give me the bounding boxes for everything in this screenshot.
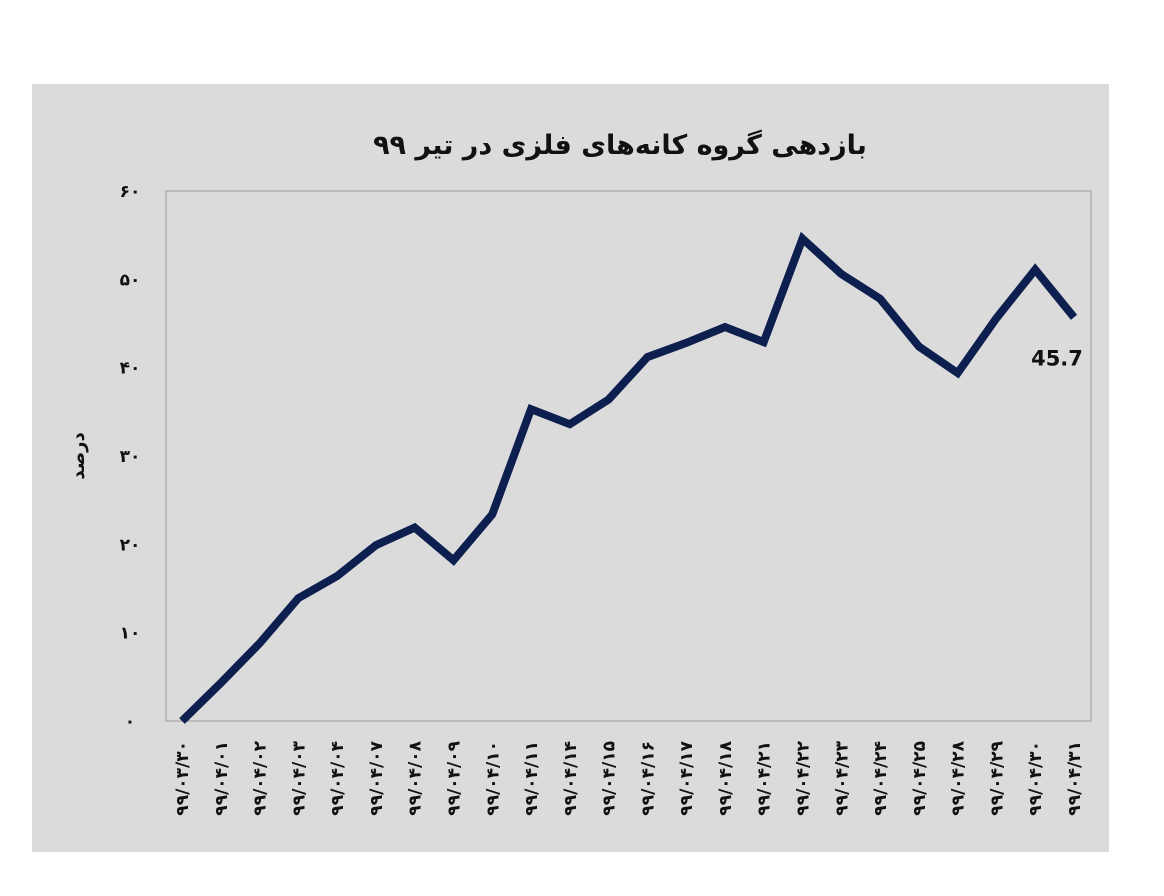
- x-tick-label: ۹۹/۰۴/۰۴: [328, 741, 348, 816]
- x-tick-label: ۹۹/۰۴/۰۲: [251, 740, 271, 815]
- x-tick-label: ۹۹/۰۴/۱۰: [483, 741, 503, 816]
- y-axis: ۰ ۱۰ ۲۰ ۳۰ ۴۰ ۵۰ ۶۰: [120, 182, 141, 732]
- x-tick-label: ۹۹/۰۴/۲۳: [832, 740, 852, 815]
- x-tick-label: ۹۹/۰۴/۲۴: [871, 741, 891, 816]
- x-tick-label: ۹۹/۰۴/۳۱: [1065, 741, 1085, 816]
- data-label-last: 45.7: [1031, 346, 1083, 370]
- plot-area: [165, 190, 1092, 722]
- series-points: [181, 238, 1075, 722]
- x-tick-label: ۹۹/۰۴/۳۰: [1026, 741, 1046, 816]
- chart-panel: بازدهی گروه کانه‌های فلزی در تیر ۹۹ ۰ ۱۰ ۲…: [32, 84, 1109, 852]
- x-axis: ۹۹/۰۳/۳۰ ۹۹/۰۴/۰۱ ۹۹/۰۴/۰۲ ۹۹/۰۴/۰۳ ۹۹/۰۴/۰۴…: [173, 740, 1085, 815]
- line-chart: بازدهی گروه کانه‌های فلزی در تیر ۹۹ ۰ ۱۰ ۲…: [68, 129, 1092, 816]
- x-tick-label: ۹۹/۰۴/۲۵: [910, 741, 930, 816]
- x-tick-label: ۹۹/۰۳/۳۰: [173, 741, 193, 816]
- x-tick-label: ۹۹/۰۴/۱۶: [638, 741, 658, 816]
- x-tick-label: ۹۹/۰۴/۰۱: [212, 741, 232, 816]
- y-tick-label: ۶۰: [120, 182, 141, 202]
- x-tick-label: ۹۹/۰۴/۱۴: [561, 741, 581, 816]
- series-line: [179, 231, 1078, 724]
- x-tick-label: ۹۹/۰۴/۲۲: [794, 740, 814, 815]
- y-tick-label: ۵۰: [120, 270, 141, 290]
- chart-title: بازدهی گروه کانه‌های فلزی در تیر ۹۹: [373, 129, 867, 161]
- x-tick-label: ۹۹/۰۴/۱۸: [716, 740, 736, 815]
- y-tick-label: ۳۰: [120, 447, 141, 467]
- x-tick-label: ۹۹/۰۴/۲۱: [755, 741, 775, 816]
- x-tick-label: ۹۹/۰۴/۱۱: [522, 741, 542, 816]
- x-tick-label: ۹۹/۰۴/۲۸: [949, 740, 969, 815]
- x-tick-label: ۹۹/۰۴/۰۳: [289, 740, 309, 815]
- x-tick-label: ۹۹/۰۴/۰۸: [406, 740, 426, 815]
- y-axis-label: درصد: [68, 432, 89, 479]
- y-tick-label: ۲۰: [120, 535, 141, 555]
- y-tick-label: ۱۰: [120, 624, 141, 644]
- x-tick-label: ۹۹/۰۴/۰۹: [444, 740, 464, 815]
- x-tick-label: ۹۹/۰۴/۱۵: [600, 741, 620, 816]
- x-tick-label: ۹۹/۰۴/۰۷: [367, 740, 387, 815]
- y-tick-label: ۰: [125, 712, 135, 732]
- x-tick-label: ۹۹/۰۴/۱۷: [677, 740, 697, 815]
- x-tick-label: ۹۹/۰۴/۲۹: [987, 740, 1007, 815]
- y-tick-label: ۴۰: [120, 359, 141, 379]
